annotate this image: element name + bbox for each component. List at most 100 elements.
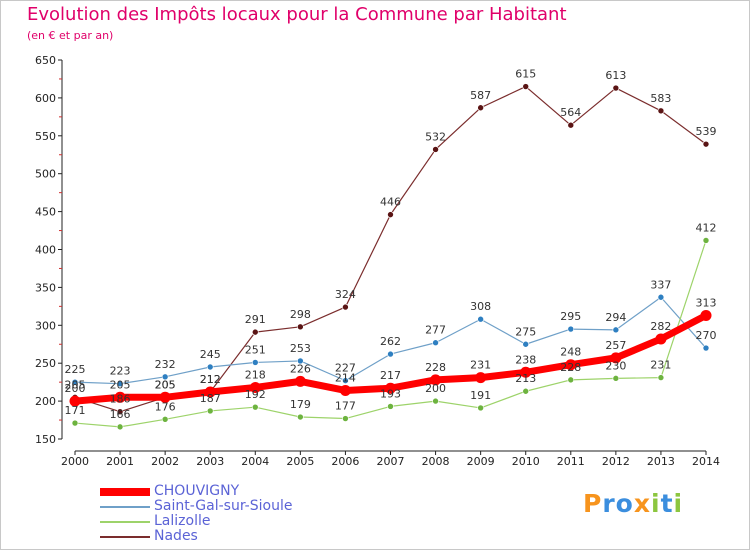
legend-label: CHOUVIGNY (154, 483, 240, 499)
data-point-lalizolle (657, 374, 665, 381)
data-label-chouvigny: 313 (696, 296, 717, 309)
data-label-nades: 532 (425, 130, 446, 143)
data-label-saint-gal-sur-sioule: 245 (200, 348, 221, 361)
x-tick-label: 2011 (557, 455, 585, 468)
data-label-saint-gal-sur-sioule: 295 (560, 310, 581, 323)
data-point-lalizolle (612, 375, 620, 382)
data-label-lalizolle: 171 (65, 404, 86, 417)
data-point-nades (612, 84, 620, 92)
data-label-lalizolle: 191 (470, 389, 491, 402)
chart-series (69, 83, 712, 431)
data-label-chouvigny: 228 (425, 361, 446, 374)
legend-label: Nades (154, 528, 198, 544)
data-point-nades (251, 328, 259, 336)
data-point-chouvigny (475, 372, 487, 384)
data-label-chouvigny: 248 (560, 346, 581, 359)
data-point-chouvigny (204, 386, 216, 398)
proxiti-logo: Proxiti (583, 489, 683, 518)
data-point-saint-gal-sur-sioule (161, 373, 169, 381)
data-point-chouvigny (249, 381, 261, 393)
data-point-chouvigny (610, 352, 622, 364)
y-tick-label: 500 (35, 168, 56, 181)
y-tick-label: 650 (35, 54, 56, 67)
line-chart: 150 200 250 300 350 400 450 500 550 600 650 2000 200… (35, 54, 720, 468)
y-tick-label: 300 (35, 319, 56, 332)
data-point-saint-gal-sur-sioule (657, 293, 665, 301)
data-label-lalizolle: 177 (335, 400, 356, 413)
y-tick-label: 450 (35, 206, 56, 219)
logo-letter: o (615, 489, 634, 518)
legend-swatch (100, 521, 150, 523)
x-tick-label: 2001 (106, 455, 134, 468)
chart-subtitle: (en € et par an) (27, 29, 114, 42)
data-point-lalizolle (387, 403, 394, 410)
data-label-lalizolle: 213 (515, 372, 536, 385)
data-label-chouvigny: 217 (380, 369, 401, 382)
data-label-chouvigny: 238 (515, 353, 536, 366)
data-label-lalizolle: 179 (290, 398, 311, 411)
data-label-nades: 205 (155, 378, 176, 391)
data-label-lalizolle: 192 (245, 388, 266, 401)
x-tick-label: 2010 (512, 455, 540, 468)
data-point-lalizolle (342, 415, 349, 422)
data-point-saint-gal-sur-sioule (116, 380, 124, 387)
legend-label: Lalizolle (154, 513, 211, 529)
data-label-lalizolle: 176 (155, 400, 176, 413)
data-label-saint-gal-sur-sioule: 277 (425, 324, 446, 337)
data-label-saint-gal-sur-sioule: 227 (335, 362, 356, 375)
data-point-saint-gal-sur-sioule (387, 350, 394, 358)
logo-letter: t (660, 489, 674, 518)
data-label-saint-gal-sur-sioule: 275 (515, 325, 536, 338)
data-point-nades (342, 303, 349, 311)
data-point-saint-gal-sur-sioule (71, 378, 79, 386)
data-label-nades: 564 (560, 106, 581, 119)
data-label-chouvigny: 200 (65, 382, 86, 395)
logo-letter: P (583, 489, 603, 518)
x-tick-label: 2003 (196, 455, 224, 468)
x-tick-label: 2006 (331, 455, 359, 468)
data-point-saint-gal-sur-sioule (522, 340, 530, 348)
data-label-nades: 186 (110, 393, 131, 406)
data-point-chouvigny (294, 375, 306, 387)
data-point-saint-gal-sur-sioule (432, 339, 439, 347)
logo-letter: x (633, 489, 651, 518)
x-tick-label: 2007 (377, 455, 405, 468)
data-point-lalizolle (567, 376, 575, 384)
y-tick-label: 150 (35, 433, 56, 446)
x-tick-label: 2005 (286, 455, 314, 468)
data-point-chouvigny (114, 391, 126, 403)
y-tick-label: 200 (35, 395, 56, 408)
data-point-chouvigny (69, 395, 81, 407)
data-point-lalizolle (522, 387, 530, 395)
data-label-chouvigny: 226 (290, 362, 311, 375)
data-point-chouvigny (430, 374, 442, 386)
data-label-saint-gal-sur-sioule: 337 (650, 278, 671, 291)
data-label-lalizolle: 187 (200, 392, 221, 405)
data-label-saint-gal-sur-sioule: 225 (65, 363, 86, 376)
data-label-nades: 324 (335, 288, 356, 301)
chart-data-labels: 205 186 205 212 291 298 324 446 532 587 615 564 613 5… (65, 68, 717, 421)
logo-letter: r (602, 489, 616, 518)
data-label-lalizolle: 230 (605, 359, 626, 372)
data-label-chouvigny: 257 (605, 339, 626, 352)
data-point-saint-gal-sur-sioule (612, 326, 620, 334)
x-tick-label: 2012 (602, 455, 630, 468)
logo-letter: i (651, 489, 661, 518)
legend-swatch (100, 488, 150, 496)
data-label-nades: 446 (380, 196, 401, 209)
data-label-chouvigny: 214 (335, 371, 356, 384)
data-point-nades (522, 83, 530, 90)
data-point-saint-gal-sur-sioule (206, 363, 214, 371)
data-point-nades (657, 107, 665, 115)
data-label-saint-gal-sur-sioule: 270 (696, 329, 717, 342)
legend-label: Saint-Gal-sur-Sioule (154, 498, 293, 514)
data-label-saint-gal-sur-sioule: 294 (605, 311, 626, 324)
data-point-lalizolle (702, 237, 710, 244)
data-point-saint-gal-sur-sioule (567, 325, 575, 333)
data-point-nades (297, 323, 304, 331)
x-tick-label: 2008 (422, 455, 450, 468)
data-label-saint-gal-sur-sioule: 232 (155, 358, 176, 371)
data-point-saint-gal-sur-sioule (477, 315, 484, 323)
chart-axes: 150 200 250 300 350 400 450 500 550 600 650 2000 200… (35, 54, 720, 468)
data-point-chouvigny (339, 384, 351, 396)
